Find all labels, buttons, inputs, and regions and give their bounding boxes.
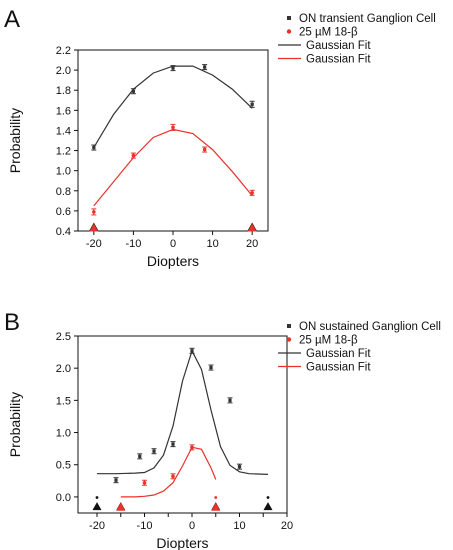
legend-label: 25 µM 18-β (299, 335, 358, 347)
y-tick-label: 1.8 (56, 85, 71, 97)
data-point-circle (171, 125, 175, 130)
legend-label: Gaussian Fit (306, 40, 371, 52)
triangle-marker (211, 502, 221, 511)
data-point-square (250, 102, 254, 106)
y-tick-label: 1.0 (56, 428, 71, 440)
triangle-marker (116, 502, 126, 511)
data-point-square (131, 89, 136, 93)
y-tick-label: 0.0 (56, 492, 71, 504)
y-tick-label: 1.6 (56, 105, 71, 117)
fit-curve-3 (93, 128, 253, 207)
dot-marker (95, 496, 99, 499)
data-point-square (114, 478, 118, 482)
data-point-circle (190, 445, 194, 450)
data-point-circle (142, 480, 147, 485)
y-tick-label: 1.2 (56, 146, 71, 158)
dot-marker (266, 496, 270, 499)
plot-frame (77, 335, 288, 514)
y-tick-label: 2.2 (56, 45, 71, 57)
x-tick-label: -20 (89, 520, 105, 532)
data-point-square (92, 145, 96, 150)
triangle-marker (247, 223, 257, 232)
legend-label: Gaussian Fit (306, 362, 371, 374)
data-point-square (190, 349, 194, 353)
x-axis-label: Diopters (147, 253, 199, 269)
y-tick-label: 2.5 (56, 331, 71, 343)
x-axis-label: Diopters (156, 535, 208, 550)
data-point-square (152, 449, 156, 453)
y-tick-label: 0.4 (56, 226, 71, 238)
data-point-circle (92, 210, 96, 214)
y-tick-label: 1.5 (56, 395, 71, 407)
x-tick-label: 10 (233, 520, 245, 532)
legend-label: Gaussian Fit (306, 54, 371, 66)
data-point-square (171, 442, 175, 446)
data-point-square (237, 465, 242, 469)
x-tick-label: 20 (281, 520, 293, 532)
legend-swatch-circle (286, 337, 292, 342)
y-tick-label: 0.5 (56, 460, 71, 472)
x-tick-label: 0 (170, 238, 176, 250)
triangle-marker (263, 502, 273, 511)
x-tick-label: 0 (189, 520, 195, 532)
x-tick-label: 10 (206, 238, 218, 250)
fit-curve-3 (120, 446, 217, 498)
y-axis-label: Probability (7, 108, 23, 173)
legend-swatch-circle (286, 29, 292, 34)
y-tick-label: 2.0 (56, 363, 71, 375)
legend-label: ON sustained Ganglion Cell (299, 321, 441, 333)
data-point-circle (250, 190, 254, 195)
data-point-square (209, 365, 213, 370)
y-tick-label: 1.0 (56, 166, 71, 178)
legend-swatch-square (287, 16, 291, 20)
panel-label: B (4, 309, 20, 336)
fit-curve-2 (97, 349, 269, 475)
triangle-marker (89, 223, 99, 232)
triangle-marker (92, 502, 102, 511)
data-point-square (138, 454, 142, 458)
chart-panel-a: A -20 -10 0 10 20 0.4 0.6 0.8 1.0 1.2 1.4 1.6 1.8 2.0 2… (4, 6, 436, 269)
y-tick-label: 0.6 (56, 206, 71, 218)
data-point-square (203, 65, 207, 69)
x-tick-label: -10 (137, 520, 153, 532)
x-tick-label: -20 (86, 238, 102, 250)
legend-label: Gaussian Fit (306, 348, 371, 360)
data-point-circle (171, 474, 175, 479)
data-point-circle (202, 147, 207, 152)
x-tick-label: 20 (246, 238, 258, 250)
plot-frame (77, 49, 269, 232)
data-point-square (171, 66, 175, 70)
legend-swatch-square (287, 324, 291, 328)
panel-label: A (4, 6, 20, 33)
legend-label: 25 µM 18-β (299, 27, 358, 39)
y-axis-label: Probability (7, 392, 23, 457)
y-tick-label: 2.0 (56, 65, 71, 77)
chart-panel-b: B -20 -10 0 10 20 0.0 0.5 1.0 1.5 2.0 2.5 Diopters Pr… (4, 309, 441, 550)
x-tick-label: -10 (125, 238, 141, 250)
dot-marker (214, 496, 218, 499)
data-point-circle (131, 153, 136, 158)
fit-curve-2 (93, 65, 253, 148)
data-point-square (228, 398, 232, 402)
legend-label: ON transient Ganglion Cell (299, 13, 436, 25)
y-tick-label: 1.4 (56, 125, 71, 137)
y-tick-label: 0.8 (56, 186, 71, 198)
